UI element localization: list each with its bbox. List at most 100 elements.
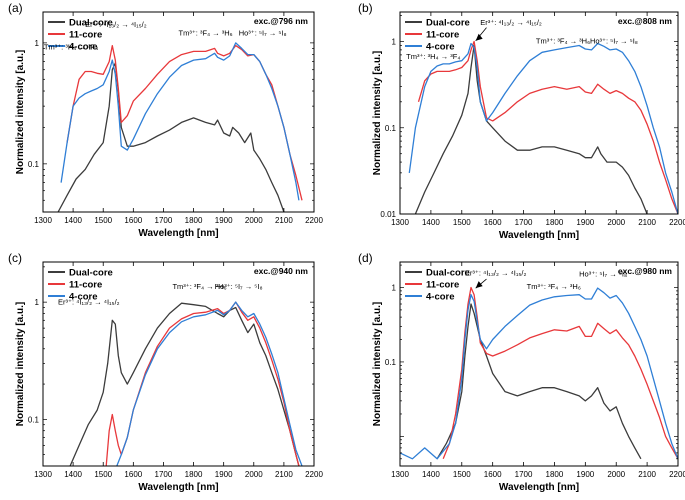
- x-tick-label: 1600: [484, 470, 502, 479]
- legend-label: 4-core: [69, 292, 98, 303]
- x-tick-label: 1500: [453, 218, 471, 227]
- series-line-4-core: [60, 42, 300, 201]
- annotation: Ho³⁺: ⁵I₇ → ⁵I₈: [215, 282, 263, 291]
- legend-label: Dual-core: [426, 18, 470, 29]
- excitation-label: exc.@796 nm: [254, 16, 309, 26]
- legend-label: 4-core: [426, 292, 455, 303]
- x-tick-label: 1800: [546, 470, 564, 479]
- annotation: Ho³⁺: ⁵I₇ → ⁵I₈: [590, 36, 638, 45]
- plot-frame: [399, 261, 679, 467]
- x-tick-label: 1900: [215, 470, 233, 479]
- y-tick-label: 0.01: [380, 210, 396, 219]
- arrow-head: [475, 281, 483, 289]
- x-tick-label: 1700: [515, 218, 533, 227]
- series-line-4-core: [408, 42, 678, 214]
- annotation: Tm³⁺: ³H₄ → ³F₄: [406, 52, 460, 61]
- y-tick-label: 1: [392, 38, 397, 47]
- series-line-dual-core: [436, 303, 642, 460]
- x-tick-label: 2000: [607, 470, 625, 479]
- x-tick-label: 1900: [576, 470, 594, 479]
- annotation: Ho³⁺: ⁵I₇ → ⁵I₈: [579, 270, 627, 279]
- annotation: Tm³⁺: ³F₄ → ³H₆: [527, 282, 581, 291]
- chart-panel-3: (c) 1300 1400 1500 1600 1700 1800 1900 2000 2100 2…: [8, 251, 323, 493]
- annotation: Ho³⁺: ⁵I₇ → ⁵I₈: [239, 29, 287, 38]
- chart-panel-4: (d) 1300 1400 1500 1600 1700 1800 1900 2000 2100 2…: [358, 251, 685, 493]
- series-line-dual-core: [69, 302, 300, 466]
- series-line-11-core: [66, 44, 303, 201]
- y-tick-label: 1: [35, 39, 40, 48]
- annotation: Tm³⁺: ³F₄ → ³H₆: [536, 36, 590, 45]
- x-tick-label: 2200: [305, 470, 323, 479]
- legend-label: Dual-core: [69, 18, 113, 29]
- y-tick-label: 0.1: [28, 160, 40, 169]
- series-line-4-core: [400, 287, 678, 460]
- x-tick-label: 2100: [275, 470, 293, 479]
- series-line-11-core: [105, 301, 300, 466]
- annotation: Er³⁺: ⁴I₁₃/₂ → ⁴I₁₅/₂: [85, 20, 147, 29]
- y-tick-label: 1: [35, 298, 40, 307]
- x-axis-title: Wavelength [nm]: [138, 228, 218, 239]
- chart-panel-1: (a) 1300 1400 1500 1600 1700 1800 1900 2000 2100 2…: [8, 1, 323, 239]
- series-line-11-core: [442, 286, 678, 460]
- arrow-head: [475, 33, 483, 41]
- legend-label: 4-core: [426, 42, 455, 53]
- x-tick-label: 1400: [422, 218, 440, 227]
- panel-label: (d): [358, 251, 373, 265]
- y-tick-label: 0.1: [28, 415, 40, 424]
- annotation: Tm³⁺: ³H₄ → ³F₄: [44, 43, 98, 52]
- x-tick-label: 1300: [391, 470, 409, 479]
- x-tick-label: 1500: [94, 216, 112, 225]
- x-tick-label: 1600: [484, 218, 502, 227]
- x-tick-label: 2200: [305, 216, 323, 225]
- x-tick-label: 1900: [215, 216, 233, 225]
- legend-label: 11-core: [426, 30, 459, 41]
- legend-label: 11-core: [69, 280, 102, 291]
- legend-label: Dual-core: [69, 268, 113, 279]
- x-tick-label: 1900: [576, 218, 594, 227]
- annotation: Tm³⁺: ³F₄ → ³H₆: [172, 282, 226, 291]
- excitation-label: exc.@808 nm: [618, 16, 673, 26]
- annotation: Tm³⁺: ³F₄ → ³H₆: [179, 29, 233, 38]
- x-tick-label: 2100: [638, 470, 656, 479]
- series-line-dual-core: [414, 44, 648, 214]
- x-tick-label: 1700: [155, 470, 173, 479]
- annotation: Er³⁺: ⁴I₁₃/₂ → ⁴I₁₅/₂: [480, 18, 542, 27]
- legend-label: 4-core: [69, 42, 98, 53]
- x-tick-label: 1800: [185, 470, 203, 479]
- excitation-label: exc.@940 nm: [254, 266, 309, 276]
- x-tick-label: 2000: [245, 216, 263, 225]
- x-tick-label: 2200: [669, 218, 685, 227]
- x-tick-label: 1800: [546, 218, 564, 227]
- x-tick-label: 1800: [185, 216, 203, 225]
- x-tick-label: 1600: [124, 470, 142, 479]
- plot-frame: [42, 11, 315, 213]
- y-axis-title: Normalized intensity [a.u.]: [372, 51, 383, 175]
- series-line-11-core: [417, 40, 678, 214]
- panel-label: (a): [8, 1, 23, 15]
- x-tick-label: 1700: [155, 216, 173, 225]
- x-tick-label: 2100: [638, 218, 656, 227]
- y-axis-title: Normalized intensity [a.u.]: [15, 302, 26, 426]
- x-tick-label: 1700: [515, 470, 533, 479]
- panel-label: (b): [358, 1, 373, 15]
- series-line-dual-core: [57, 62, 285, 212]
- excitation-label: exc.@980 nm: [618, 266, 673, 276]
- legend-label: 11-core: [426, 280, 459, 291]
- chart-panel-2: (b) 1300 1400 1500 1600 1700 1800 1900 2000 2100 2…: [358, 1, 685, 241]
- annotation: Er³⁺: ⁴I₁₃/₂ → ⁴I₁₅/₂: [465, 268, 527, 277]
- y-axis-title: Normalized intensity [a.u.]: [15, 50, 26, 174]
- x-tick-label: 1400: [422, 470, 440, 479]
- x-tick-label: 1500: [94, 470, 112, 479]
- y-tick-label: 0.1: [385, 358, 397, 367]
- x-tick-label: 2100: [275, 216, 293, 225]
- plot-frame: [42, 261, 315, 467]
- legend-label: 11-core: [69, 30, 102, 41]
- plot-frame: [399, 11, 679, 215]
- y-axis-title: Normalized intensity [a.u.]: [372, 302, 383, 426]
- x-tick-label: 2000: [607, 218, 625, 227]
- legend-label: Dual-core: [426, 268, 470, 279]
